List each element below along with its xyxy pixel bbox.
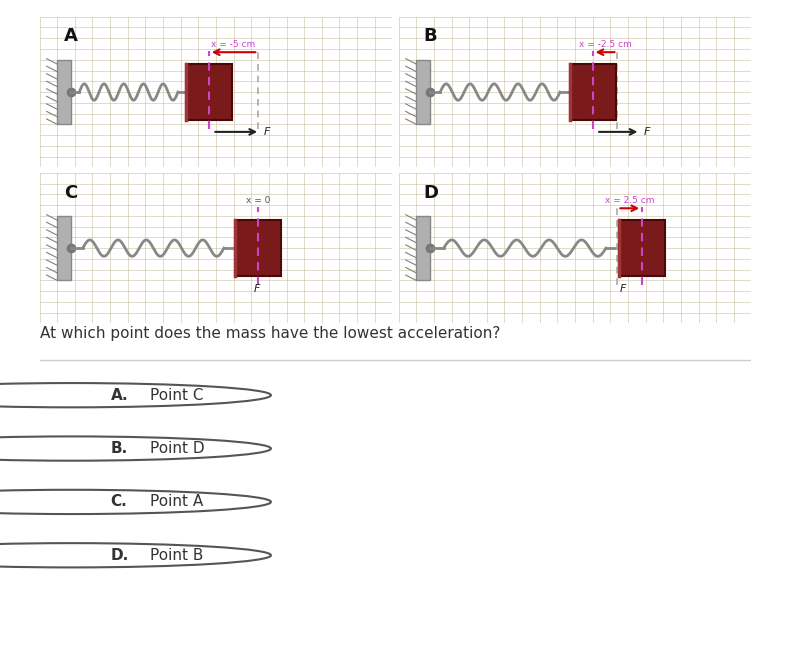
Text: Point B: Point B — [150, 548, 203, 563]
Bar — [570, 64, 615, 120]
Text: x = -5 cm: x = -5 cm — [211, 40, 255, 49]
Text: x = 0: x = 0 — [246, 196, 271, 205]
Text: Point A: Point A — [150, 494, 203, 510]
Text: At which point does the mass have the lowest acceleration?: At which point does the mass have the lo… — [40, 325, 500, 341]
Text: x = 2.5 cm: x = 2.5 cm — [605, 196, 654, 205]
Text: D.: D. — [111, 548, 129, 563]
Bar — [186, 64, 232, 120]
Text: D: D — [423, 183, 438, 201]
Text: F: F — [263, 127, 270, 137]
Bar — [57, 216, 71, 280]
Text: Point D: Point D — [150, 441, 205, 456]
Bar — [236, 220, 282, 276]
Bar — [416, 216, 430, 280]
Bar — [416, 60, 430, 124]
Text: F: F — [619, 283, 626, 293]
Text: B: B — [423, 27, 437, 45]
Text: C: C — [64, 183, 78, 201]
Text: A.: A. — [111, 388, 128, 403]
Text: F: F — [644, 127, 650, 137]
Text: B.: B. — [111, 441, 128, 456]
Text: C.: C. — [111, 494, 127, 510]
Text: A: A — [64, 27, 78, 45]
Text: Point C: Point C — [150, 388, 203, 403]
Bar — [57, 60, 71, 124]
Text: x = -2.5 cm: x = -2.5 cm — [579, 40, 631, 49]
Bar — [619, 220, 665, 276]
Text: F: F — [253, 283, 259, 293]
